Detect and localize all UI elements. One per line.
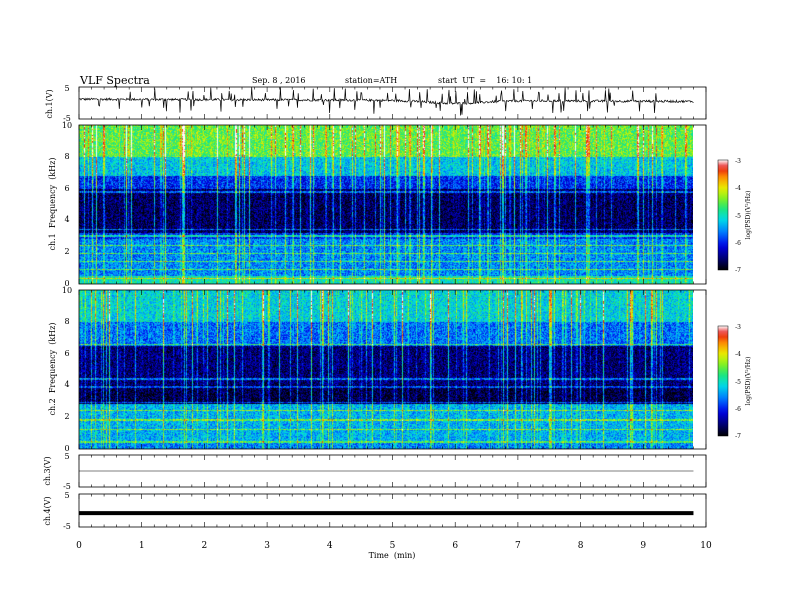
ch1-colorbar-gradient <box>717 159 729 271</box>
spec2-ytick-8: 8 <box>64 317 69 326</box>
x-tick-labels: 0 1 2 3 4 5 6 7 8 9 10 <box>76 541 712 551</box>
x-tick-label: 2 <box>202 541 208 551</box>
spec2-ytick-2: 2 <box>64 412 69 421</box>
spec2-ytick-10: 10 <box>62 286 72 295</box>
spec2-ytick-6: 6 <box>64 349 69 358</box>
ch4-waveform-panel: 5 -5 ch.4(V) <box>43 491 707 531</box>
ch3-waveform-ticks <box>78 455 707 487</box>
ch1-ytick-top: 5 <box>64 84 69 93</box>
cbar1-tick-m5: -5 <box>735 213 741 220</box>
header-station: station=ATH <box>345 76 397 85</box>
ch4-waveform-ticks <box>78 494 707 527</box>
ch2-spectrogram-image <box>79 290 693 449</box>
cbar1-tick-m7: -7 <box>735 267 741 274</box>
cbar1-label: log(PSD)(V²/Hz) <box>745 191 752 240</box>
x-axis-label: Time (min) <box>369 551 416 560</box>
spec1-ytick-2: 2 <box>64 247 69 256</box>
ch1-waveform-frame <box>78 86 707 120</box>
figure-title: VLF Spectra <box>79 74 150 87</box>
ch4-ytick-bottom: -5 <box>63 522 71 531</box>
spec1-ytick-10: 10 <box>62 121 72 130</box>
ch3-ytick-bottom: -5 <box>63 482 71 491</box>
ch1-spectrogram-image <box>79 125 693 284</box>
spec2-ytick-4: 4 <box>64 380 69 389</box>
ch2-spectrogram-ylabel: ch.2 Frequency (kHz) <box>48 323 57 416</box>
cbar2-tick-m3: -3 <box>735 324 741 331</box>
x-tick-label: 5 <box>390 541 396 551</box>
cbar1-tick-m4: -4 <box>735 185 741 192</box>
header-start-time: start UT = 16: 10: 1 <box>438 76 532 85</box>
x-tick-label: 9 <box>640 541 646 551</box>
cbar1-tick-m3: -3 <box>735 158 741 165</box>
ch1-spectrogram-ylabel: ch.1 Frequency (kHz) <box>48 158 57 251</box>
cbar2-tick-m5: -5 <box>735 379 741 386</box>
x-tick-label: 8 <box>578 541 584 551</box>
ch1-spectrogram-ticks <box>78 125 707 284</box>
spec1-ytick-4: 4 <box>64 215 69 224</box>
cbar2-label: log(PSD)(V²/Hz) <box>745 357 752 406</box>
ch1-spectrogram-panel: 0 2 4 6 8 10 ch.1 Frequency (kHz) -3 -4 … <box>48 121 752 288</box>
spec2-ytick-0: 0 <box>64 444 69 453</box>
header-date: Sep. 8 , 2016 <box>252 76 306 85</box>
spec1-ytick-6: 6 <box>64 184 69 193</box>
cbar1-tick-m6: -6 <box>735 240 741 247</box>
x-tick-label: 7 <box>515 541 521 551</box>
ch2-colorbar: -3 -4 -5 -6 -7 log(PSD)(V²/Hz) <box>717 324 752 440</box>
x-tick-label: 6 <box>452 541 458 551</box>
ch1-waveform-trace <box>78 87 694 116</box>
ch3-waveform-ylabel: ch.3(V) <box>43 456 52 485</box>
x-tick-label: 1 <box>139 541 145 551</box>
x-tick-label: 0 <box>76 541 82 551</box>
ch2-spectrogram-ticks <box>78 290 707 449</box>
spec1-ytick-0: 0 <box>64 279 69 288</box>
ch2-spectrogram-panel: 0 2 4 6 8 10 ch.2 Frequency (kHz) -3 -4 … <box>48 286 752 453</box>
ch1-waveform-panel: 5 -5 ch.1(V) <box>45 84 707 123</box>
x-tick-label: 3 <box>264 541 270 551</box>
x-tick-label: 4 <box>327 541 333 551</box>
ch1-waveform-ylabel: ch.1(V) <box>45 89 54 118</box>
cbar2-tick-m7: -7 <box>735 433 741 440</box>
cbar2-tick-m6: -6 <box>735 406 741 413</box>
ch1-colorbar: -3 -4 -5 -6 -7 log(PSD)(V²/Hz) <box>717 158 752 274</box>
ch1-waveform-ticks <box>78 87 707 119</box>
x-tick-label: 10 <box>700 541 712 551</box>
ch2-colorbar-gradient <box>717 325 729 437</box>
ch1-ytick-bottom: -5 <box>63 114 71 123</box>
ch4-waveform-ylabel: ch.4(V) <box>43 496 52 525</box>
ch4-waveform-frame <box>78 493 707 528</box>
spec1-ytick-8: 8 <box>64 152 69 161</box>
cbar2-tick-m4: -4 <box>735 351 741 358</box>
ch3-ytick-top: 5 <box>64 452 69 461</box>
ch3-waveform-panel: 5 -5 ch.3(V) <box>43 452 707 491</box>
ch4-ytick-top: 5 <box>64 491 69 500</box>
